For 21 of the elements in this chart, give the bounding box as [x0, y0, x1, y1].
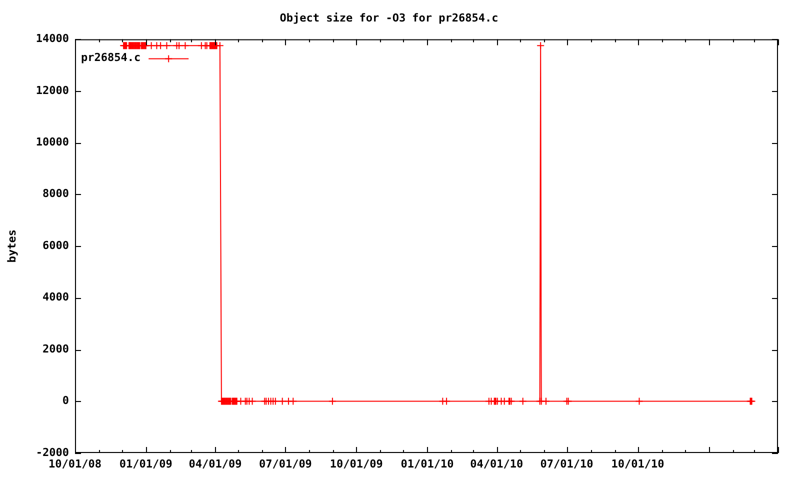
y-tick-label: 2000	[42, 342, 69, 356]
x-tick-label: 10/01/10	[611, 457, 664, 470]
x-tick-label: 07/01/10	[540, 457, 594, 470]
y-tick-label: 0	[62, 394, 69, 408]
y-tick-label: 4000	[42, 290, 69, 304]
y-tick-label: 8000	[42, 187, 69, 200]
y-tick-label: 12000	[36, 84, 69, 97]
x-tick-label: 07/01/09	[258, 457, 312, 470]
x-tick-label: 10/01/08	[48, 457, 102, 470]
y-tick-label: 14000	[36, 32, 69, 46]
x-tick-label: 04/01/09	[188, 457, 242, 470]
y-tick-label: 6000	[42, 238, 69, 252]
chart-title: Object size for -O3 for pr26854.c	[280, 11, 498, 24]
x-tick-label: 04/01/10	[470, 457, 524, 470]
x-tick-label: 10/01/09	[330, 457, 383, 470]
x-tick-label: 01/01/10	[400, 457, 454, 470]
y-tick-label: -2000	[36, 446, 69, 459]
x-tick-label: 01/01/09	[119, 457, 172, 470]
legend-label: pr26854.c	[81, 51, 141, 64]
y-tick-label: 10000	[36, 136, 69, 149]
y-axis-title: bytes	[5, 230, 18, 263]
